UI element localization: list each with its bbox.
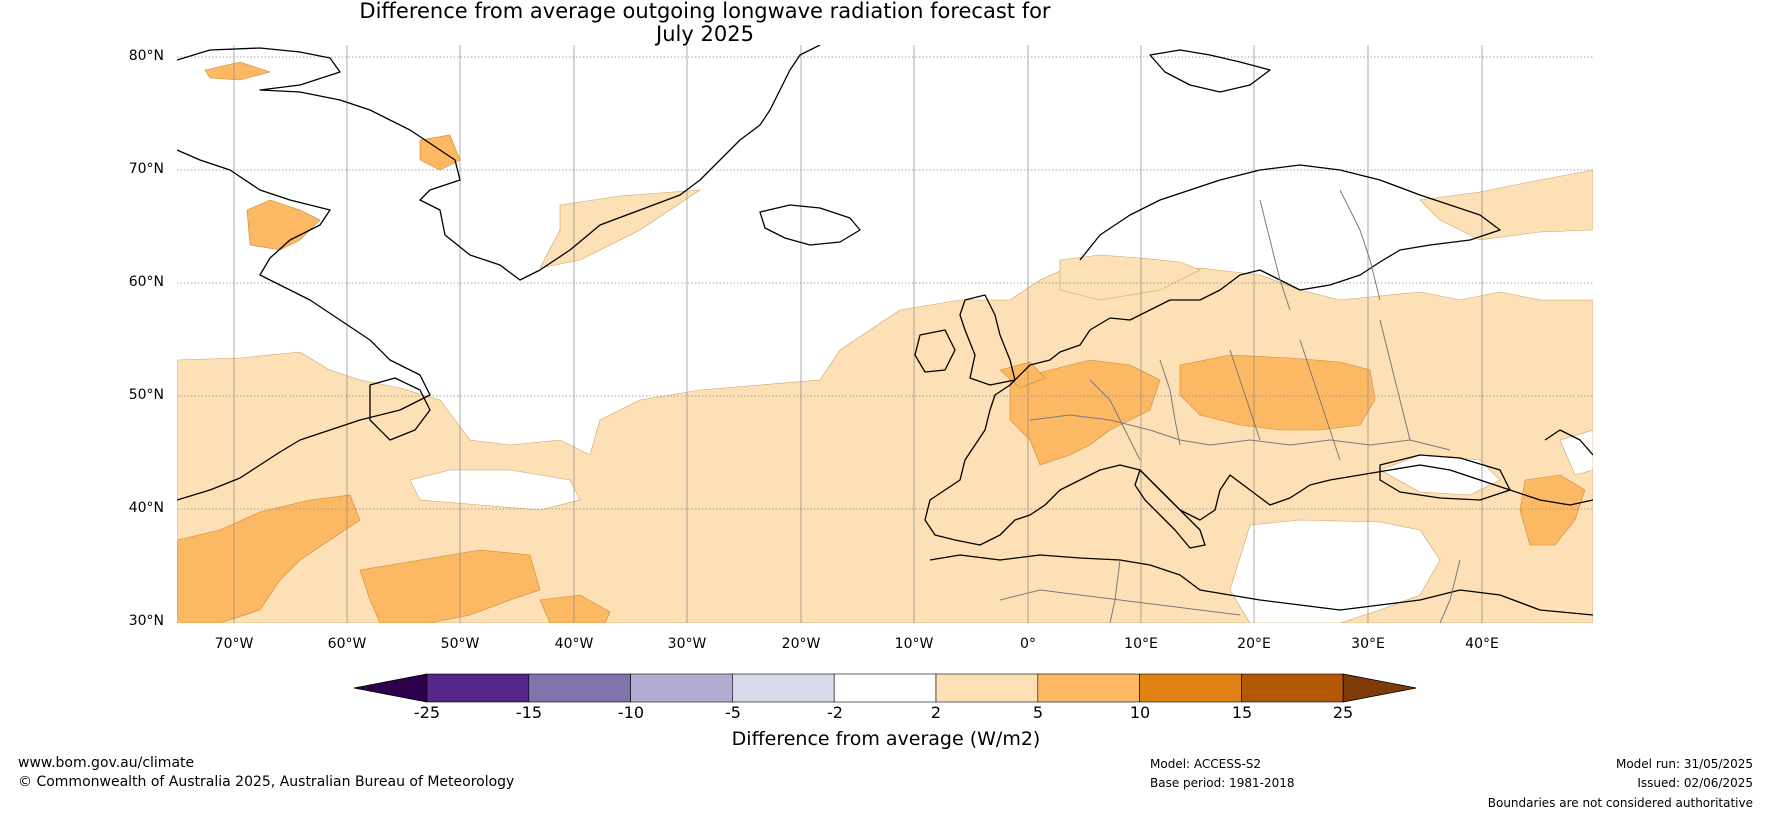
map-plot-area — [177, 45, 1593, 623]
lat-label-50n: 50°N — [128, 387, 164, 403]
lon-label-40e: 40°E — [1465, 636, 1499, 652]
colorbar-tick: -2 — [827, 703, 843, 722]
colorbar-extend-low — [353, 673, 428, 703]
lat-label-30n: 30°N — [128, 613, 164, 629]
lon-label-70w: 70°W — [214, 636, 254, 652]
lat-label-40n: 40°N — [128, 500, 164, 516]
colorbar-swatch — [1241, 673, 1344, 703]
colorbar-tick: 10 — [1129, 703, 1151, 722]
colorbar-tick: 5 — [1032, 703, 1044, 722]
greenland-coast — [177, 45, 821, 281]
lon-label-20e: 20°E — [1237, 636, 1271, 652]
lon-label-30e: 30°E — [1351, 636, 1385, 652]
europe-mainland-coast — [924, 317, 1593, 546]
colorbar-tick: -15 — [515, 703, 543, 722]
coastlines — [177, 45, 1593, 616]
lat-label-60n: 60°N — [128, 274, 164, 290]
near-average-gaps — [409, 429, 1593, 623]
colorbar-swatch — [833, 673, 937, 703]
colorbar-label: Difference from average (W/m2) — [731, 728, 1041, 750]
colorbar-swatch — [426, 673, 530, 703]
canada-coast — [177, 149, 431, 501]
title-line-1: Difference from average outgoing longwav… — [359, 0, 1051, 23]
colorbar-tick: -25 — [413, 703, 441, 722]
scandinavia-coast — [1079, 164, 1501, 321]
lon-label-30w: 30°W — [667, 636, 707, 652]
anomaly-2-5-region — [177, 169, 1593, 623]
colorbar-tick: 25 — [1332, 703, 1354, 722]
colorbar-swatch — [732, 673, 835, 703]
lon-label-40w: 40°W — [554, 636, 594, 652]
lon-label-60w: 60°W — [327, 636, 367, 652]
copyright-text: © Commonwealth of Australia 2025, Austra… — [18, 774, 515, 790]
colorbar — [353, 673, 1417, 703]
colorbar-swatch — [1139, 673, 1242, 703]
lon-label-20w: 20°W — [781, 636, 821, 652]
colorbar-swatch — [630, 673, 733, 703]
colorbar-extend-high — [1342, 673, 1417, 703]
colorbar-tick: -5 — [725, 703, 741, 722]
colorbar-tick: -10 — [617, 703, 645, 722]
issued-text: Issued: 02/06/2025 — [1637, 776, 1753, 790]
model-text: Model: ACCESS-S2 — [1150, 757, 1262, 771]
lat-label-70n: 70°N — [128, 161, 164, 177]
colorbar-swatch — [935, 673, 1039, 703]
title-line-2: July 2025 — [656, 22, 754, 46]
disclaimer-text: Boundaries are not considered authoritat… — [1487, 796, 1753, 810]
lon-label-10w: 10°W — [894, 636, 934, 652]
newfoundland-coast — [369, 377, 431, 441]
colorbar-swatch — [528, 673, 631, 703]
colorbar-tick: 15 — [1231, 703, 1253, 722]
model-run-text: Model run: 31/05/2025 — [1615, 757, 1753, 771]
base-period-text: Base period: 1981-2018 — [1150, 776, 1295, 790]
africa-coast — [929, 554, 1593, 616]
lon-label-10e: 10°E — [1124, 636, 1158, 652]
graticule — [177, 45, 1593, 623]
svalbard-coast — [1149, 49, 1271, 93]
iceland-coast — [759, 204, 861, 246]
country-borders — [999, 189, 1461, 623]
black-sea-coast — [1379, 454, 1511, 501]
map-title: Difference from average outgoing longwav… — [0, 0, 1410, 46]
great-britain-coast — [959, 294, 1016, 386]
colorbar-tick: 2 — [930, 703, 942, 722]
italy-coast — [1134, 469, 1206, 549]
caspian-coast — [1544, 429, 1593, 456]
ireland-coast — [914, 329, 956, 373]
lon-label-0: 0° — [1020, 636, 1036, 652]
lon-label-50w: 50°W — [440, 636, 480, 652]
anomaly-5-10-region — [177, 61, 1586, 623]
lat-label-80n: 80°N — [128, 48, 164, 64]
website-link[interactable]: www.bom.gov.au/climate — [18, 755, 195, 771]
colorbar-swatch — [1037, 673, 1140, 703]
